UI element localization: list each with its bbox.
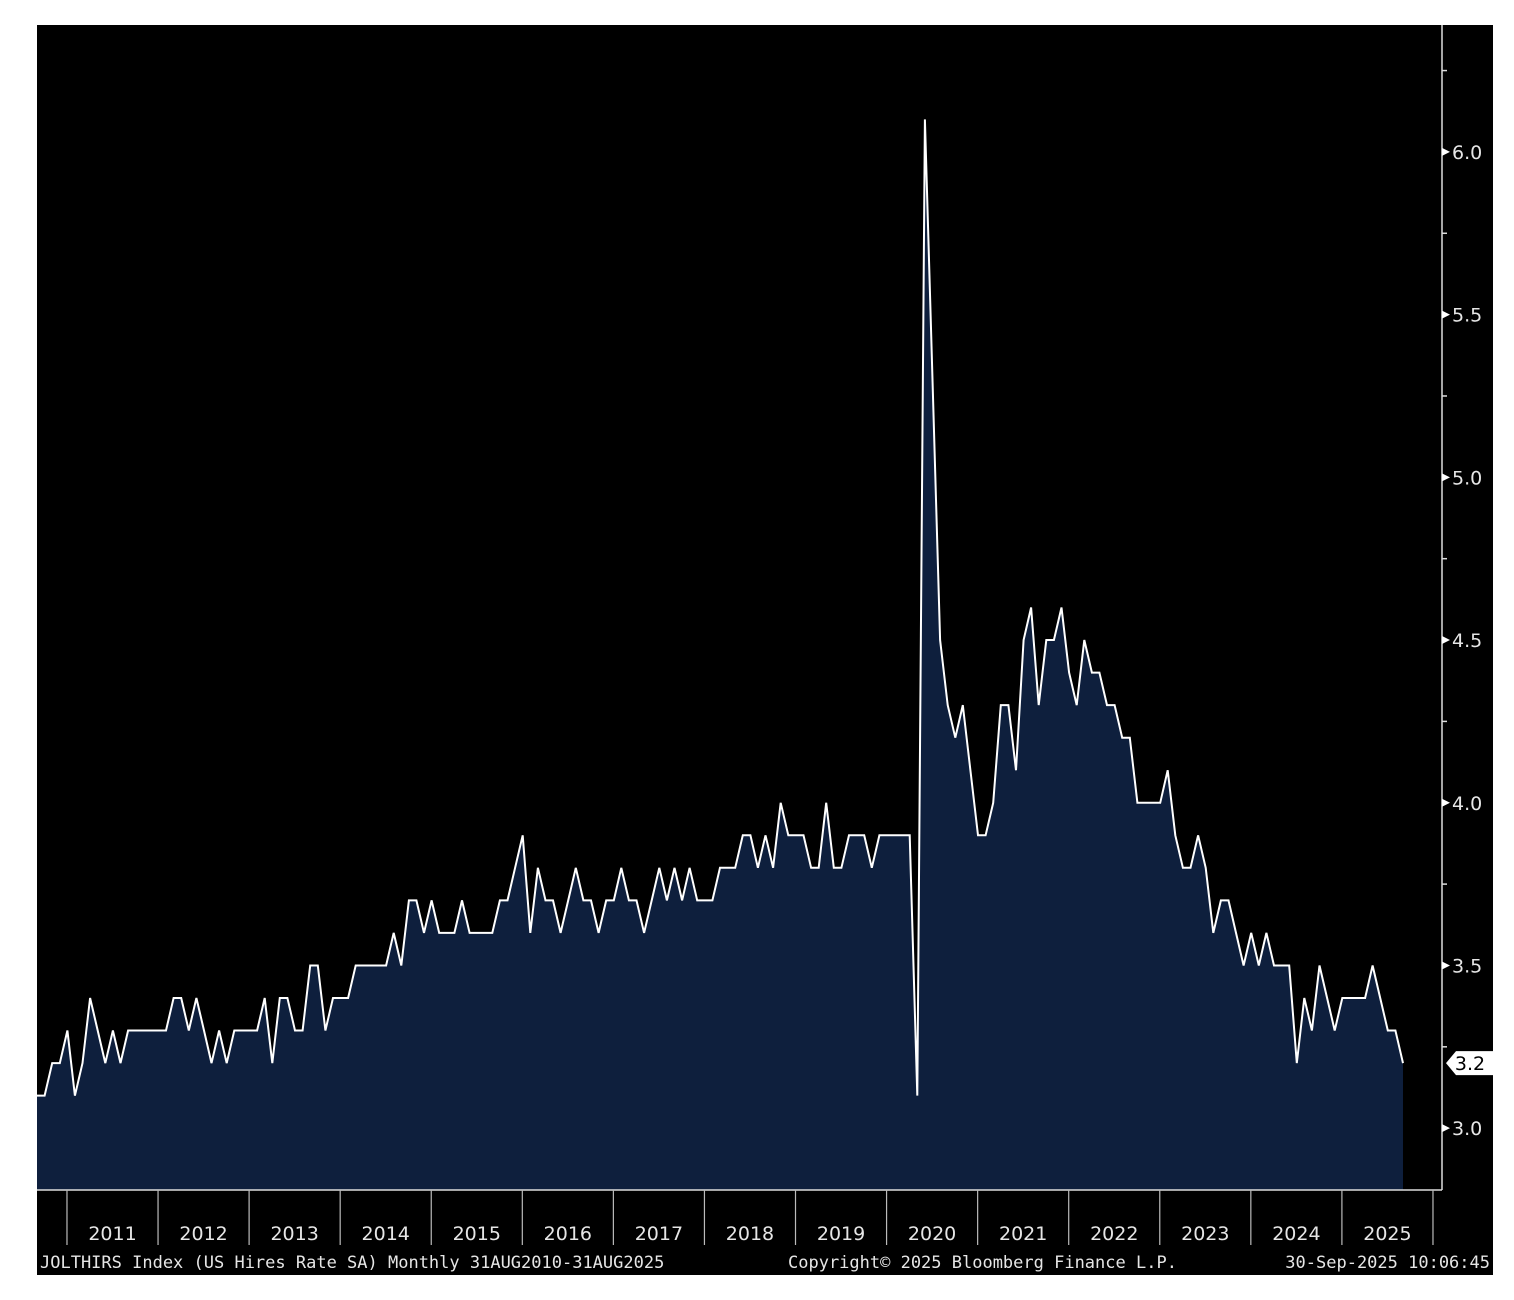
y-tick-label: 3.0 bbox=[1452, 1118, 1482, 1140]
x-tick-label: 2015 bbox=[453, 1223, 501, 1245]
footer-timestamp: 30-Sep-2025 10:06:45 bbox=[1285, 1253, 1490, 1273]
y-axis: 3.0 3.5 4.0 4.5 5.0 5.5 6.0 bbox=[1441, 25, 1482, 1190]
x-tick-label: 2022 bbox=[1090, 1223, 1138, 1245]
x-tick-label: 2013 bbox=[270, 1223, 318, 1245]
y-tick-arrow-icon bbox=[1442, 798, 1450, 807]
y-tick-arrow-icon bbox=[1442, 473, 1450, 482]
x-tick-label: 2023 bbox=[1181, 1223, 1229, 1245]
x-tick-label: 2019 bbox=[817, 1223, 865, 1245]
y-tick-label: 5.0 bbox=[1452, 467, 1482, 489]
y-tick-label: 4.5 bbox=[1452, 630, 1482, 652]
y-tick-arrow-icon bbox=[1442, 961, 1450, 970]
x-tick-label: 2020 bbox=[908, 1223, 956, 1245]
footer-description: JOLTHIRS Index (US Hires Rate SA) Monthl… bbox=[40, 1253, 664, 1273]
y-tick-label: 4.0 bbox=[1452, 793, 1482, 815]
y-tick-arrow-icon bbox=[1442, 636, 1450, 645]
y-tick-label: 6.0 bbox=[1452, 142, 1482, 164]
x-tick-label: 2024 bbox=[1272, 1223, 1320, 1245]
y-tick-arrow-icon bbox=[1442, 147, 1450, 156]
x-tick-label: 2018 bbox=[726, 1223, 774, 1245]
last-value-marker bbox=[1446, 1051, 1493, 1076]
x-tick-label: 2017 bbox=[635, 1223, 683, 1245]
x-tick-label: 2021 bbox=[999, 1223, 1047, 1245]
x-axis: 2011 2012 2013 2014 2015 2016 2017 2018 2019 2020… bbox=[37, 1189, 1442, 1245]
plot-area bbox=[37, 119, 1404, 1190]
footer-copyright: Copyright© 2025 Bloomberg Finance L.P. bbox=[788, 1253, 1177, 1273]
last-value-tag: 3.2 bbox=[1446, 1051, 1493, 1076]
last-value-label: 3.2 bbox=[1455, 1053, 1485, 1075]
series-area-fill bbox=[37, 119, 1403, 1190]
x-tick-label: 2012 bbox=[179, 1223, 227, 1245]
y-tick-arrow-icon bbox=[1442, 310, 1450, 319]
x-tick-label: 2016 bbox=[544, 1223, 592, 1245]
x-tick-label: 2011 bbox=[88, 1223, 136, 1245]
y-tick-label: 3.5 bbox=[1452, 955, 1482, 977]
y-tick-arrow-icon bbox=[1442, 1124, 1450, 1133]
x-tick-label: 2014 bbox=[362, 1223, 410, 1245]
y-tick-label: 5.5 bbox=[1452, 305, 1482, 327]
series-line bbox=[37, 119, 1404, 1097]
x-tick-label: 2025 bbox=[1363, 1223, 1411, 1245]
